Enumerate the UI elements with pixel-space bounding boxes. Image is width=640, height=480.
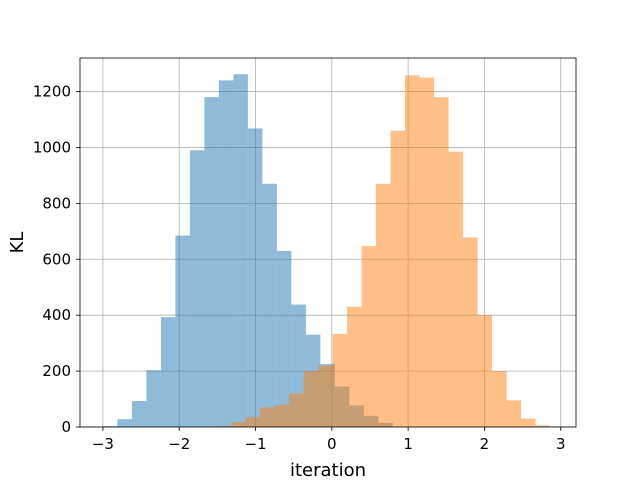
histogram-bar-series-2 bbox=[521, 418, 536, 427]
histogram-bar-series-2 bbox=[535, 425, 551, 427]
histogram-bar-series-1 bbox=[146, 370, 161, 427]
x-tick-label: −3 bbox=[92, 435, 114, 453]
y-tick-label: 0 bbox=[61, 418, 71, 436]
x-tick-label: 3 bbox=[556, 435, 566, 453]
histogram-bar-series-1 bbox=[131, 401, 147, 427]
histogram-bar-series-2 bbox=[492, 371, 507, 427]
histogram-bar-series-2 bbox=[332, 333, 348, 427]
y-tick-label: 600 bbox=[42, 250, 71, 268]
x-tick-label: −1 bbox=[244, 435, 266, 453]
histogram-bars bbox=[102, 74, 551, 428]
x-tick-label: 1 bbox=[403, 435, 413, 453]
histogram-bar-series-2 bbox=[347, 306, 362, 427]
histogram-bar-series-2 bbox=[303, 371, 319, 427]
y-tick-label: 1000 bbox=[33, 138, 71, 156]
histogram-bar-series-1 bbox=[276, 250, 292, 427]
histogram-bar-series-1 bbox=[117, 419, 132, 427]
y-tick-label: 800 bbox=[42, 194, 71, 212]
y-axis-ticks: 0 200 400 600 800 1000 1200 bbox=[33, 83, 80, 436]
x-tick-label: 2 bbox=[480, 435, 490, 453]
x-axis-label: iteration bbox=[290, 460, 366, 480]
histogram-bar-series-1 bbox=[189, 150, 205, 427]
plot-frame bbox=[79, 57, 577, 428]
histogram-bar-series-1 bbox=[175, 235, 190, 427]
x-axis-ticks: −3 −2 −1 0 1 2 3 bbox=[92, 427, 566, 453]
x-tick-label: −2 bbox=[168, 435, 190, 453]
histogram-bar-series-1 bbox=[160, 317, 176, 427]
histogram-bar-series-2 bbox=[361, 246, 377, 427]
histogram-bar-series-2 bbox=[434, 97, 449, 428]
y-tick-label: 400 bbox=[42, 306, 71, 324]
histogram-bar-series-2 bbox=[506, 400, 522, 427]
histogram-bar-series-2 bbox=[477, 315, 493, 427]
y-tick-label: 200 bbox=[42, 362, 71, 380]
histogram-bar-series-2 bbox=[390, 130, 406, 427]
histogram-bar-series-1 bbox=[102, 426, 118, 427]
y-axis-label: KL bbox=[7, 232, 28, 254]
histogram-bar-series-2 bbox=[463, 237, 478, 427]
histogram-bar-series-2 bbox=[419, 77, 435, 428]
histogram-bar-series-2 bbox=[260, 407, 275, 427]
histogram-bar-series-1 bbox=[247, 128, 263, 428]
histogram-bar-series-2 bbox=[448, 151, 464, 428]
histogram-bar-series-2 bbox=[405, 75, 420, 427]
histogram-bar-series-2 bbox=[289, 393, 304, 427]
histogram-bar-series-1 bbox=[218, 80, 234, 427]
histogram-bar-series-1 bbox=[262, 183, 277, 427]
histogram-bar-series-2 bbox=[274, 404, 290, 427]
histogram-bar-series-2 bbox=[376, 183, 391, 427]
histogram-bar-series-2 bbox=[318, 365, 333, 427]
histogram-bar-series-2 bbox=[231, 422, 246, 427]
histogram-bar-series-1 bbox=[204, 97, 219, 428]
x-tick-label: 0 bbox=[327, 435, 337, 453]
histogram-bar-series-2 bbox=[216, 426, 232, 427]
histogram-bar-series-2 bbox=[245, 417, 261, 427]
histogram-bar-series-1 bbox=[233, 74, 248, 428]
y-tick-label: 1200 bbox=[33, 83, 71, 101]
